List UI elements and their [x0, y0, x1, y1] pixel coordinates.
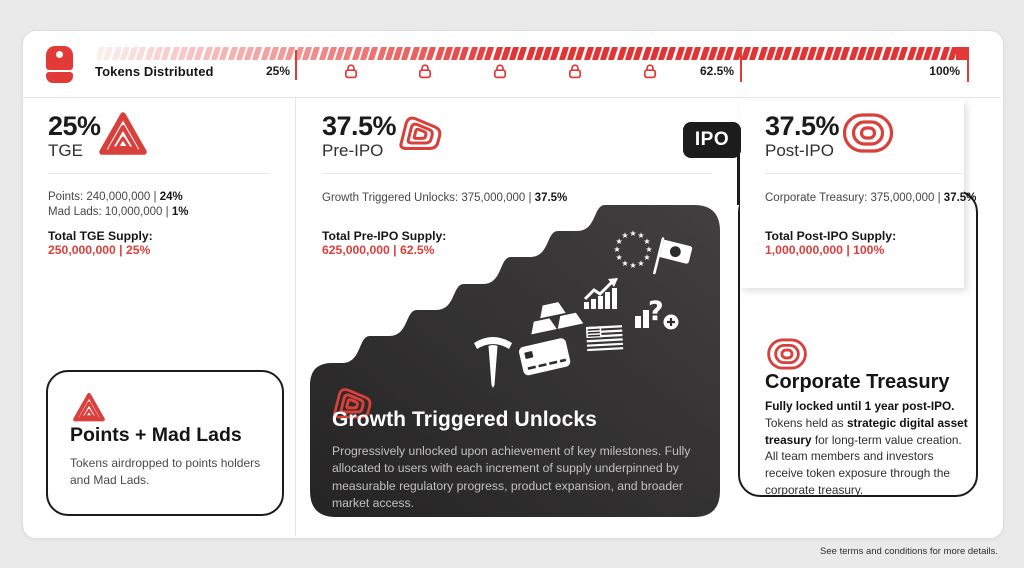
mystery-milestone-icon: ? — [635, 296, 679, 330]
points-box-desc: Tokens airdropped to points holders and … — [70, 456, 261, 488]
svg-text:★: ★ — [621, 231, 628, 240]
svg-text:★: ★ — [616, 253, 623, 262]
tick-25 — [295, 50, 297, 80]
tge-name: TGE — [48, 141, 83, 160]
preipo-divider — [322, 173, 712, 174]
growth-unlocks-title: Growth Triggered Unlocks — [332, 408, 597, 431]
credit-card-icon — [518, 338, 571, 376]
ipo-badge: IPO — [683, 122, 741, 158]
growth-chart-icon — [583, 278, 618, 309]
postipo-total-value: 1,000,000,000 | 100% — [765, 243, 885, 257]
postipo-total-label: Total Post-IPO Supply: — [765, 229, 897, 243]
ipo-connector-line — [737, 150, 740, 205]
postipo-percent: 37.5% — [765, 111, 840, 141]
japan-flag-icon — [653, 237, 693, 275]
tesla-icon — [474, 337, 512, 388]
bar-end-cap — [956, 47, 969, 60]
points-box-title: Points + Mad Lads — [70, 424, 242, 446]
postipo-stat: Corporate Treasury: 375,000,000 | 37.5% — [765, 192, 977, 204]
column-divider — [295, 98, 296, 536]
preipo-total-label: Total Pre-IPO Supply: — [322, 229, 447, 243]
growth-unlocks-desc: Progressively unlocked upon achievement … — [332, 444, 691, 510]
svg-text:★: ★ — [616, 237, 623, 246]
svg-text:★: ★ — [629, 229, 636, 238]
preipo-name: Pre-IPO — [322, 141, 384, 160]
tge-total-label: Total TGE Supply: — [48, 229, 153, 243]
preipo-stat: Growth Triggered Unlocks: 375,000,000 | … — [322, 192, 568, 204]
svg-text:★: ★ — [643, 253, 650, 262]
tge-total-value: 250,000,000 | 25% — [48, 243, 151, 257]
preipo-percent: 37.5% — [322, 111, 397, 141]
token-distribution-bar — [97, 47, 965, 60]
points-madlads-box: Points + Mad Lads Tokens airdropped to p… — [46, 370, 284, 516]
points-triangle-icon — [73, 392, 105, 422]
postipo-rings-icon — [842, 113, 894, 153]
postipo-name: Post-IPO — [765, 141, 834, 160]
tge-stat-points: Points: 240,000,000 | 24% — [48, 191, 183, 203]
treasury-desc: Fully locked until 1 year post-IPO. Toke… — [765, 399, 968, 497]
svg-text:★: ★ — [637, 259, 644, 268]
lock-icon — [568, 63, 582, 79]
lock-icon — [344, 63, 358, 79]
tge-triangle-icon — [99, 112, 147, 155]
marker-100: 100% — [929, 64, 960, 78]
svg-text:★: ★ — [643, 237, 650, 246]
stairs-shape: ★ ★★★★★★★★★★★ ? — [310, 205, 720, 517]
svg-text:★: ★ — [637, 231, 644, 240]
tick-100 — [967, 47, 969, 82]
marker-62: 62.5% — [699, 64, 734, 78]
treasury-title: Corporate Treasury — [765, 371, 950, 393]
svg-text:?: ? — [648, 296, 664, 327]
eu-stars-icon: ★ ★★★★★★★★★★★ — [613, 229, 652, 270]
tokens-distributed-label: Tokens Distributed — [95, 64, 214, 79]
lock-icon — [418, 63, 432, 79]
gold-bars-icon — [531, 302, 584, 335]
treasury-rings-icon — [767, 338, 807, 370]
backpack-icon — [46, 46, 73, 84]
growth-unlocks-icon — [333, 388, 372, 419]
svg-text:★: ★ — [629, 261, 636, 270]
svg-text:★: ★ — [645, 245, 652, 254]
topbar-divider — [23, 97, 1001, 98]
svg-text:★: ★ — [613, 245, 620, 254]
marker-25: 25% — [265, 64, 290, 78]
us-flag-icon — [586, 325, 624, 352]
growth-unlocks-card: ★ ★ ★ ★ ★ ★ ★ ★ ★ ★ ★ ★ ? — [310, 205, 720, 517]
lock-icon — [493, 63, 507, 79]
postipo-divider — [765, 173, 963, 174]
preipo-total-value: 625,000,000 | 62.5% — [322, 243, 435, 257]
tge-stat-madlads: Mad Lads: 10,000,000 | 1% — [48, 206, 189, 218]
svg-text:★: ★ — [621, 259, 628, 268]
lock-icon — [643, 63, 657, 79]
tge-percent: 25% — [48, 111, 101, 141]
preipo-shape-icon — [399, 116, 442, 150]
terms-note: See terms and conditions for more detail… — [820, 546, 998, 557]
tge-divider — [48, 173, 270, 174]
tick-62 — [740, 52, 742, 82]
